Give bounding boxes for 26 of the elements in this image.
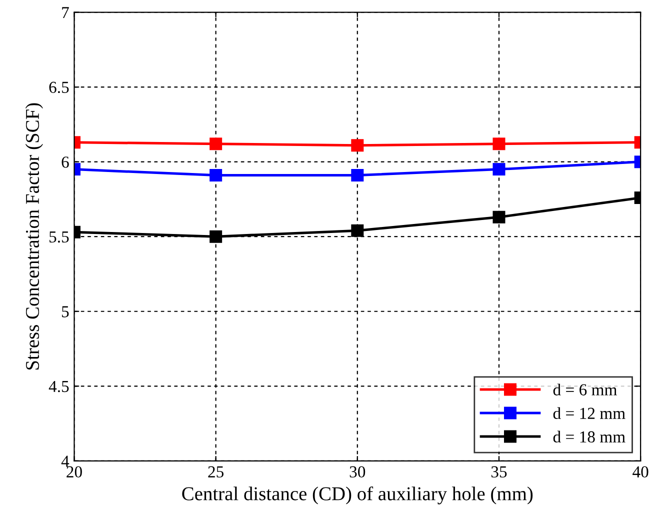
y-tick-label: 6 <box>62 156 69 168</box>
point <box>351 169 364 182</box>
legend-label: d = 12 mm <box>553 407 626 419</box>
x-tick-label: 25 <box>208 466 224 478</box>
y-tick-label: 4.5 <box>48 380 69 392</box>
y-tick-label: 6.5 <box>49 82 69 94</box>
point <box>210 230 222 243</box>
point <box>351 139 364 152</box>
point <box>492 210 506 224</box>
point <box>210 138 222 150</box>
legend-label: d = 18 mm <box>553 430 626 443</box>
y-tick-label: 5 <box>62 306 69 318</box>
x-tick-label: 40 <box>632 466 648 478</box>
point <box>210 169 222 182</box>
y-tick-label: 5.5 <box>50 231 69 243</box>
x-tick-label: 30 <box>350 466 366 478</box>
legend-label: d = 6 mm <box>553 384 617 396</box>
x-tick-label: 35 <box>491 466 507 478</box>
point <box>492 163 506 176</box>
x-tick-label: 20 <box>66 466 82 478</box>
point <box>351 224 364 237</box>
point <box>492 138 506 150</box>
y-tick-label: 4 <box>61 456 70 467</box>
y-axis-title: Stress Concentration Factor (SCF) <box>25 103 43 370</box>
x-axis-title: Central distance (CD) of auxiliary hole (mm) <box>182 486 533 504</box>
y-tick-label: 7 <box>62 7 69 18</box>
